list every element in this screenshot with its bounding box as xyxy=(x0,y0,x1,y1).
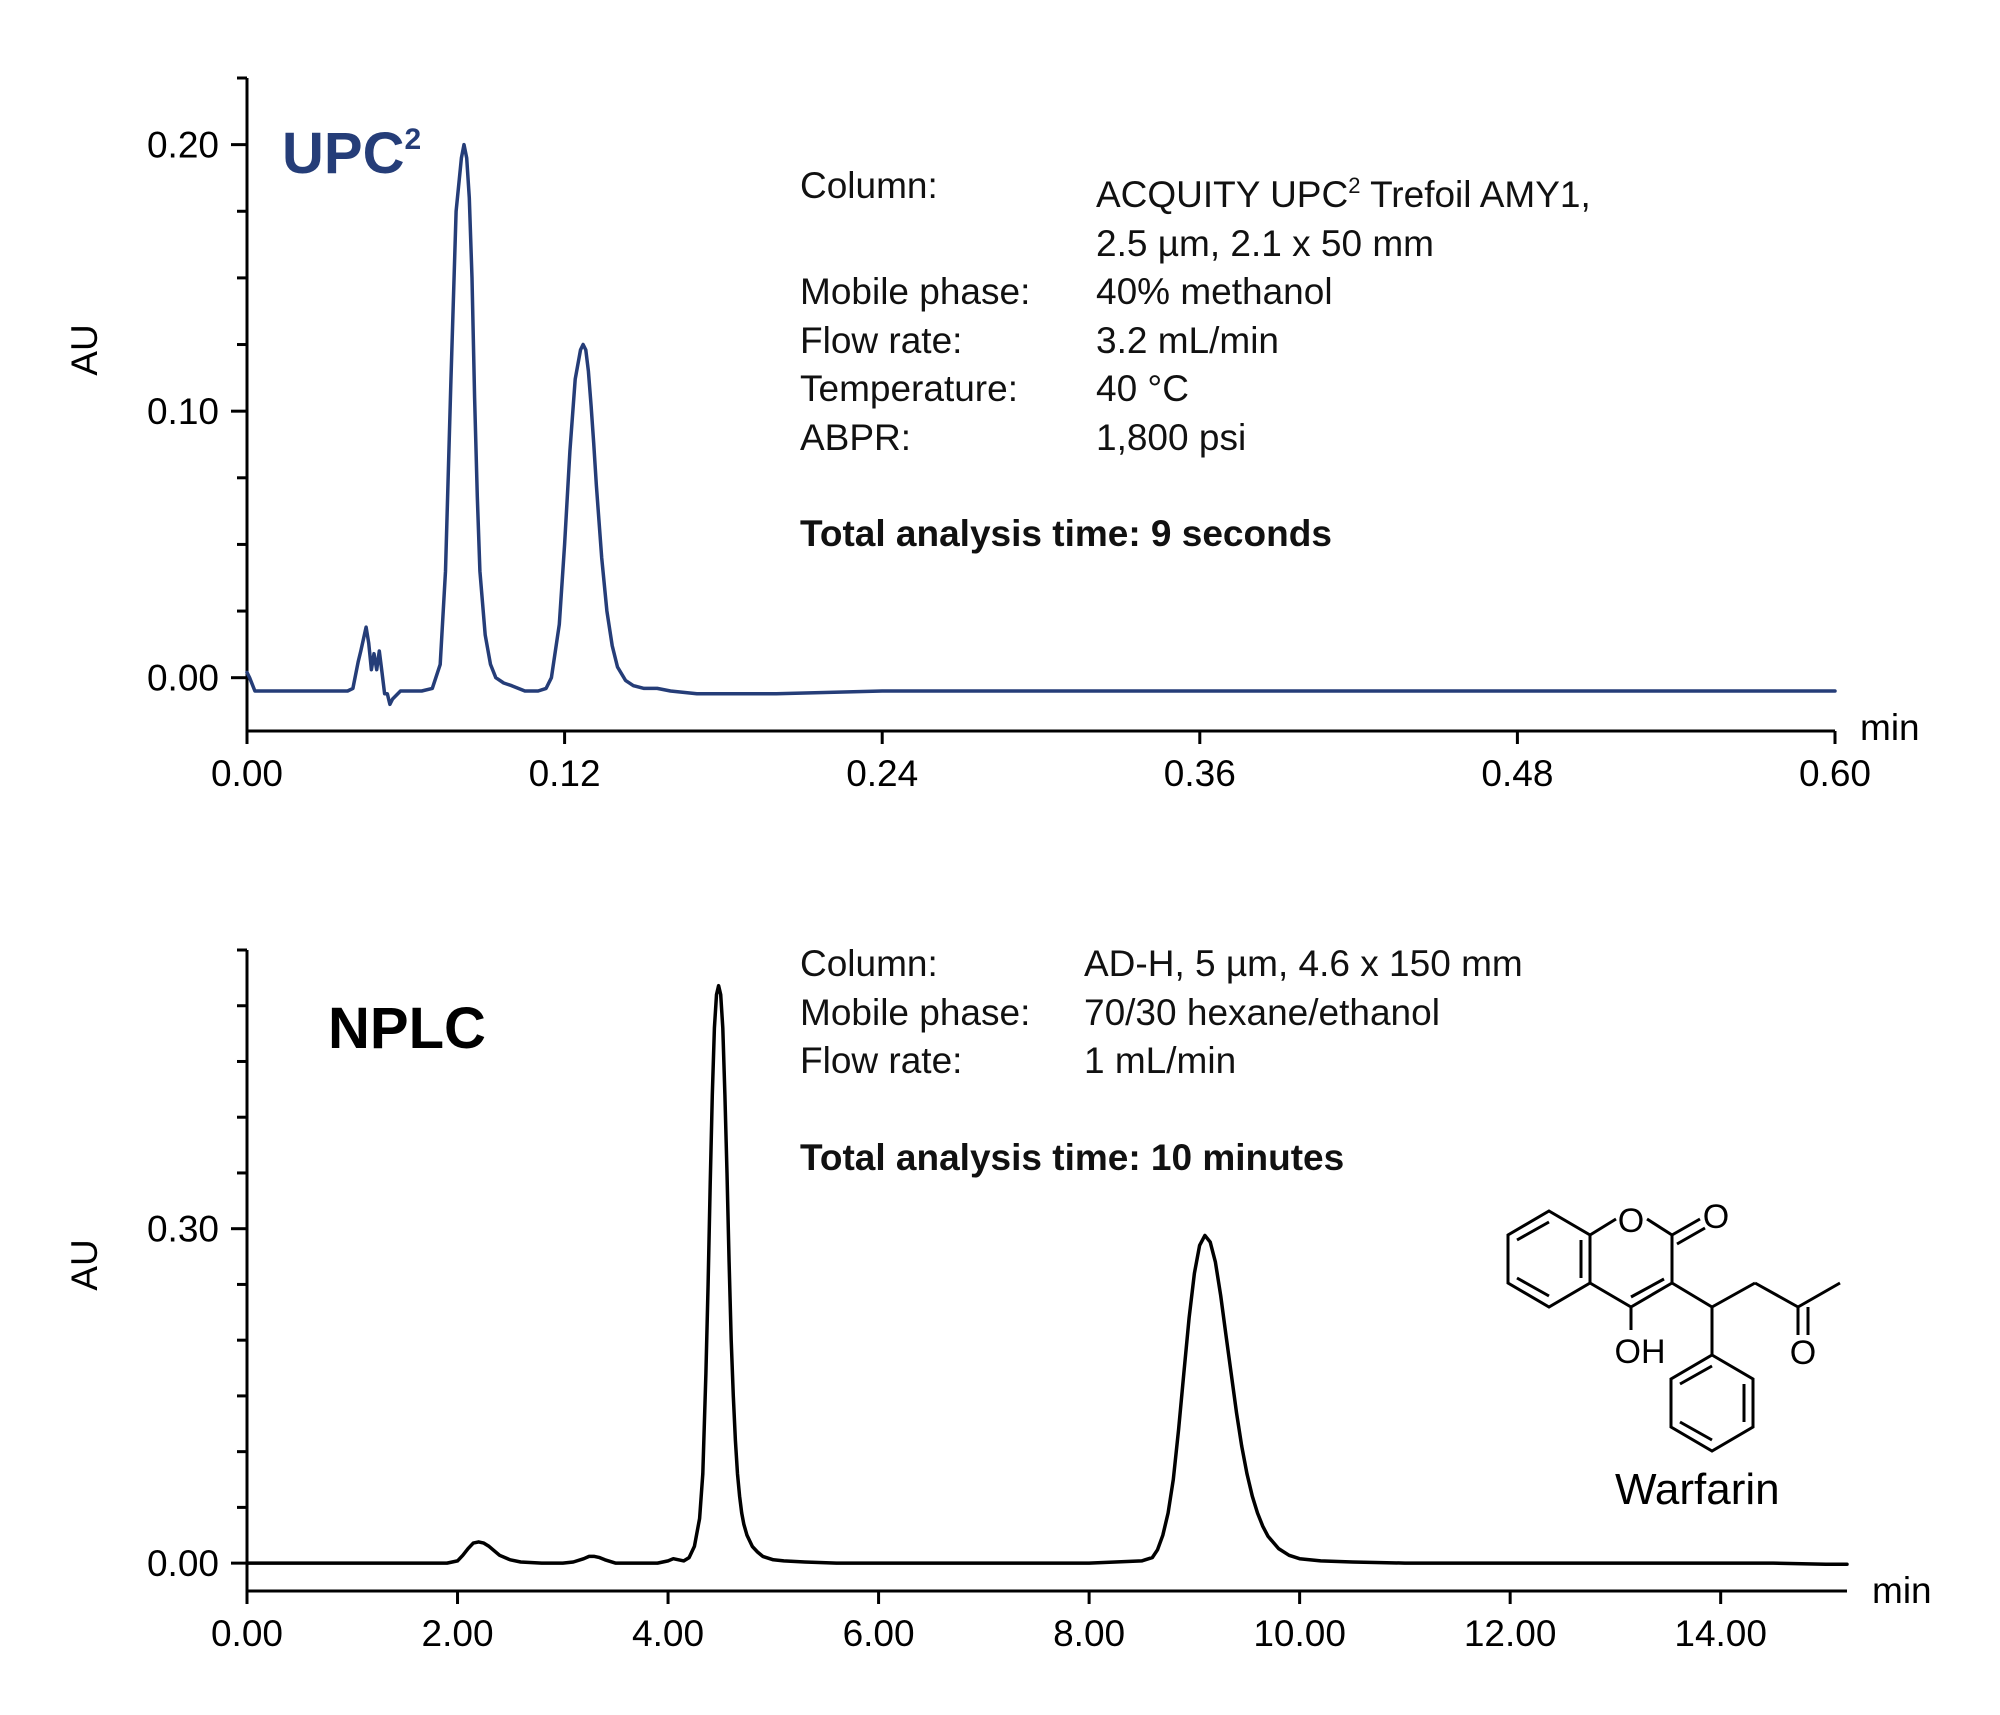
compound-name: Warfarin xyxy=(1615,1465,1780,1514)
x-axis-title: min xyxy=(1872,1570,1932,1611)
x-tick-label: 0.24 xyxy=(846,753,918,794)
x-axis-title: min xyxy=(1860,707,1920,748)
y-tick-label: 0.00 xyxy=(147,658,219,699)
nplc-total-time: Total analysis time: 10 minutes xyxy=(800,1136,1345,1178)
x-tick-label: 14.00 xyxy=(1674,1613,1767,1654)
nplc-conditions: Column: AD-H, 5 µm, 4.6 x 150 mm Mobile … xyxy=(800,940,1523,1182)
y-axis-title: AU xyxy=(64,1239,105,1290)
chromatogram-trace xyxy=(245,983,1849,1566)
flow-rate-value: 1 mL/min xyxy=(1084,1040,1237,1081)
warfarin-structure xyxy=(1506,1209,1841,1453)
mobile-phase-value: 40% methanol xyxy=(1096,271,1333,312)
x-tick-label: 4.00 xyxy=(632,1613,704,1654)
flow-rate-key: Flow rate: xyxy=(800,1040,963,1081)
y-tick-label: 0.20 xyxy=(147,125,219,166)
abpr-row: ABPR: 1,800 psi xyxy=(800,414,1591,463)
x-tick-label: 12.00 xyxy=(1464,1613,1557,1654)
x-tick-label: 10.00 xyxy=(1253,1613,1346,1654)
warfarin-atom-labels: O O OH O xyxy=(1615,1198,1817,1372)
temperature-value: 40 °C xyxy=(1096,368,1189,409)
flow-rate-value: 3.2 mL/min xyxy=(1096,319,1280,361)
y-tick-label: 0.30 xyxy=(147,1209,219,1250)
mobile-phase-value: 70/30 hexane/ethanol xyxy=(1084,991,1440,1033)
mobile-phase-row: Mobile phase: 40% methanol xyxy=(800,268,1591,317)
x-tick-label: 0.12 xyxy=(529,753,601,794)
upc2-conditions: Column: ACQUITY UPC2 Trefoil AMY1, 2.5 µ… xyxy=(800,162,1591,559)
x-tick-label: 0.00 xyxy=(211,1613,283,1654)
flow-rate-row: Flow rate: 1 mL/min xyxy=(800,1037,1523,1086)
nplc-panel-label: NPLC xyxy=(328,996,486,1061)
abpr-value: 1,800 psi xyxy=(1096,416,1247,458)
temperature-row: Temperature: 40 °C xyxy=(800,365,1591,414)
column-key: Column: xyxy=(800,943,938,984)
x-tick-label: 6.00 xyxy=(843,1613,915,1654)
column-key: Column: xyxy=(800,165,938,206)
column-value-2: 2.5 µm, 2.1 x 50 mm xyxy=(1096,222,1434,264)
column-value: AD-H, 5 µm, 4.6 x 150 mm xyxy=(1084,943,1523,984)
upc2-chromatogram: 0.00 0.10 0.20 0.00 0.12 0.24 0.36 0.48 0.60 AU mi… xyxy=(64,76,1920,794)
chromatogram-trace xyxy=(245,142,1837,707)
nplc-chromatogram: 0.00 0.30 0.00 2.00 4.00 6.00 8.00 10.00 12.00 14… xyxy=(64,948,1932,1654)
flow-rate-row: Flow rate: 3.2 mL/min xyxy=(800,317,1591,366)
ketone-oxygen-label: O xyxy=(1790,1334,1816,1372)
flow-rate-key: Flow rate: xyxy=(800,319,963,361)
ring-oxygen-label: O xyxy=(1618,1202,1644,1240)
x-tick-label: 0.48 xyxy=(1481,753,1553,794)
y-tick-label: 0.00 xyxy=(147,1543,219,1584)
upc2-total-time: Total analysis time: 9 seconds xyxy=(800,513,1332,554)
abpr-key: ABPR: xyxy=(800,416,912,458)
column-row: Column: ACQUITY UPC2 Trefoil AMY1, xyxy=(800,162,1591,220)
temperature-key: Temperature: xyxy=(800,368,1018,409)
x-tick-label: 8.00 xyxy=(1053,1613,1125,1654)
column-value: ACQUITY UPC2 Trefoil AMY1, xyxy=(1096,173,1591,215)
y-axis-title: AU xyxy=(64,324,105,375)
mobile-phase-key: Mobile phase: xyxy=(800,271,1031,312)
x-tick-label: 0.60 xyxy=(1799,753,1871,794)
x-tick-label: 2.00 xyxy=(422,1613,494,1654)
column-row: Column: AD-H, 5 µm, 4.6 x 150 mm xyxy=(800,940,1523,989)
column-row-2: 2.5 µm, 2.1 x 50 mm xyxy=(800,220,1591,269)
y-tick-label: 0.10 xyxy=(147,391,219,432)
x-tick-label: 0.36 xyxy=(1164,753,1236,794)
mobile-phase-row: Mobile phase: 70/30 hexane/ethanol xyxy=(800,989,1523,1038)
upc2-panel-label: UPC2 xyxy=(282,121,422,186)
hydroxyl-label: OH xyxy=(1615,1333,1666,1371)
mobile-phase-key: Mobile phase: xyxy=(800,991,1031,1033)
carbonyl-oxygen-label: O xyxy=(1703,1198,1729,1236)
x-tick-label: 0.00 xyxy=(211,753,283,794)
